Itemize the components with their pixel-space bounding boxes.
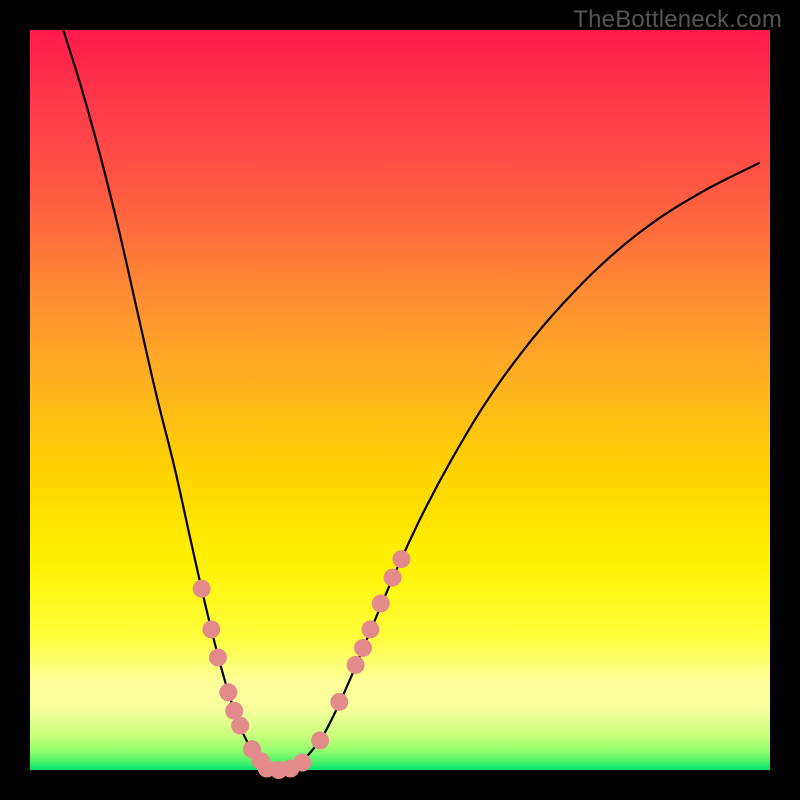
data-marker (219, 683, 237, 701)
data-marker (361, 620, 379, 638)
data-marker (330, 693, 348, 711)
bottleneck-curve-right (285, 163, 759, 770)
data-marker (347, 656, 365, 674)
markers-group (193, 550, 411, 779)
data-marker (193, 580, 211, 598)
data-marker (372, 595, 390, 613)
chart-frame: TheBottleneck.com (0, 0, 800, 800)
data-marker (231, 717, 249, 735)
data-marker (392, 550, 410, 568)
data-marker (209, 649, 227, 667)
data-marker (293, 754, 311, 772)
data-marker (354, 639, 372, 657)
data-marker (202, 620, 220, 638)
data-marker (384, 569, 402, 587)
bottleneck-curve-left (63, 30, 285, 770)
curve-layer (30, 30, 770, 770)
data-marker (311, 731, 329, 749)
plot-area (30, 30, 770, 770)
